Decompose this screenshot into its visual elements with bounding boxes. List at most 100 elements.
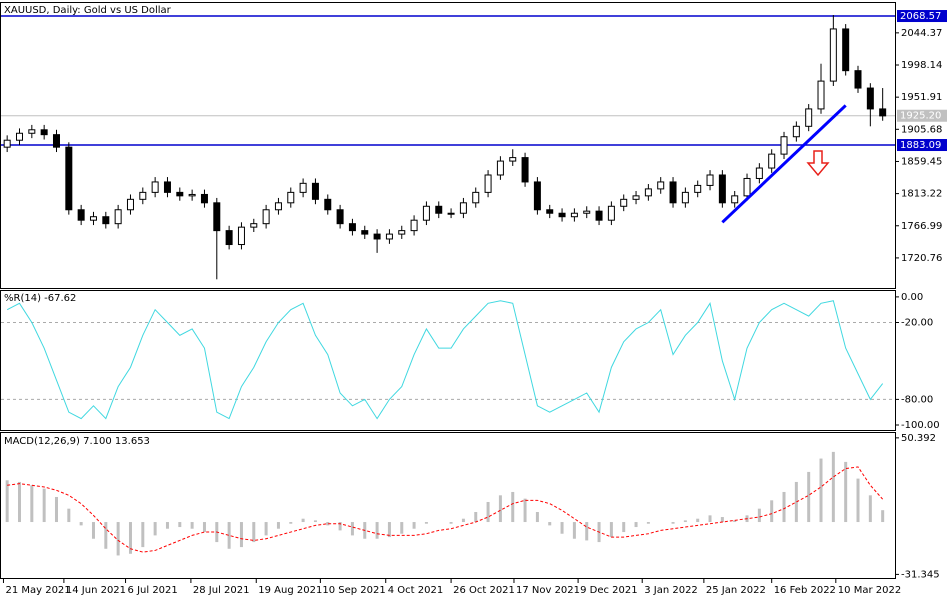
macd-bar bbox=[794, 481, 798, 523]
x-tick-label: 17 Nov 2021 bbox=[516, 585, 580, 596]
candle-body bbox=[3, 139, 11, 148]
candle-body bbox=[805, 108, 813, 127]
candle-body bbox=[200, 193, 208, 204]
price-label-bg bbox=[897, 10, 947, 23]
candle-body bbox=[139, 191, 147, 200]
candle-body bbox=[472, 191, 480, 204]
candle-body bbox=[65, 146, 73, 211]
macd-bar bbox=[54, 496, 58, 523]
macd-bar bbox=[831, 451, 835, 523]
candle-body bbox=[250, 223, 258, 228]
macd-bar bbox=[683, 520, 687, 523]
y-tick-label: -100.00 bbox=[901, 420, 940, 431]
macd-bar bbox=[424, 522, 428, 524]
macd-bar bbox=[733, 520, 737, 523]
x-tick-label: 26 Oct 2021 bbox=[453, 585, 515, 596]
candle-body bbox=[126, 198, 134, 211]
y-tick-label: 1905.68 bbox=[901, 124, 942, 135]
candle-body bbox=[213, 202, 221, 232]
candle-body bbox=[533, 181, 541, 211]
macd-bar bbox=[461, 518, 465, 523]
macd-bar bbox=[264, 522, 268, 536]
wpr-line bbox=[6, 300, 884, 420]
macd-bar bbox=[449, 522, 453, 524]
macd-bar bbox=[30, 485, 34, 523]
macd-bar bbox=[609, 522, 613, 538]
candle-body bbox=[114, 209, 122, 225]
macd-bar bbox=[116, 522, 120, 556]
candle-body bbox=[644, 188, 652, 197]
macd-bar bbox=[770, 500, 774, 523]
trend-line bbox=[721, 104, 847, 224]
macd-bar bbox=[190, 522, 194, 529]
macd-bar bbox=[585, 522, 589, 541]
macd-bar bbox=[400, 522, 404, 534]
x-tick-label: 10 Sep 2021 bbox=[322, 585, 385, 596]
macd-title: MACD(12,26,9) 7.100 13.653 bbox=[4, 436, 150, 447]
macd-bar bbox=[17, 481, 21, 523]
candle-body bbox=[422, 205, 430, 221]
candle-body bbox=[694, 184, 702, 193]
macd-bar bbox=[165, 522, 169, 529]
price-label: 2068.57 bbox=[900, 11, 941, 22]
macd-bar bbox=[474, 512, 478, 523]
x-tick-label: 9 Dec 2021 bbox=[580, 585, 638, 596]
candle-body bbox=[706, 174, 714, 186]
signal-line bbox=[7, 466, 884, 553]
candle-body bbox=[496, 160, 504, 176]
candle-body bbox=[102, 216, 110, 225]
y-tick-label: 1813.22 bbox=[901, 189, 942, 200]
macd-panel bbox=[0, 432, 896, 579]
candle-body bbox=[435, 205, 443, 214]
candle-body bbox=[299, 182, 307, 193]
macd-bar bbox=[498, 495, 502, 523]
candle-body bbox=[15, 132, 23, 141]
macd-bar bbox=[572, 522, 576, 539]
candle-body bbox=[28, 129, 36, 134]
macd-bar bbox=[252, 522, 256, 543]
macd-bar bbox=[338, 522, 342, 531]
candle-body bbox=[755, 167, 763, 179]
macd-bar bbox=[276, 522, 280, 529]
candle-body bbox=[657, 181, 665, 190]
price-panel bbox=[0, 2, 896, 289]
wpr-panel bbox=[0, 290, 896, 431]
last-price-bg bbox=[897, 109, 947, 122]
macd-bar bbox=[227, 522, 231, 549]
macd-bar bbox=[646, 522, 650, 524]
candle-body bbox=[89, 216, 97, 221]
candle-body bbox=[570, 212, 578, 218]
candle-body bbox=[743, 177, 751, 197]
macd-bar bbox=[634, 522, 638, 528]
candle-body bbox=[311, 182, 319, 200]
candle-body bbox=[509, 157, 517, 162]
x-tick-label: 4 Oct 2021 bbox=[388, 585, 443, 596]
candle-body bbox=[373, 233, 381, 240]
x-tick-label: 21 May 2021 bbox=[5, 585, 70, 596]
candle-body bbox=[866, 87, 874, 110]
macd-bar bbox=[535, 512, 539, 523]
x-tick-label: 16 Feb 2022 bbox=[774, 585, 836, 596]
macd-bar bbox=[881, 510, 885, 523]
candle-body bbox=[620, 198, 628, 207]
candle-body bbox=[669, 181, 677, 204]
y-tick-label: 1951.91 bbox=[901, 92, 942, 103]
macd-bar bbox=[782, 491, 786, 523]
x-tick-label: 14 Jun 2021 bbox=[66, 585, 126, 596]
macd-bar bbox=[807, 471, 811, 523]
candle-body bbox=[632, 195, 640, 200]
chart-title: XAUUSD, Daily: Gold vs US Dollar bbox=[4, 5, 172, 16]
candle-body bbox=[151, 181, 159, 193]
candle-body bbox=[792, 125, 800, 138]
macd-bar bbox=[178, 522, 182, 528]
candle-body bbox=[237, 226, 245, 246]
macd-bar bbox=[671, 522, 675, 524]
macd-bar bbox=[202, 522, 206, 533]
last-price-label: 1925.20 bbox=[900, 111, 941, 122]
macd-bar bbox=[844, 461, 848, 523]
candle-body bbox=[768, 153, 776, 169]
macd-bar bbox=[486, 501, 490, 523]
y-tick-label: 1859.45 bbox=[901, 156, 942, 167]
macd-bar bbox=[91, 522, 95, 539]
candle-body bbox=[188, 193, 196, 197]
